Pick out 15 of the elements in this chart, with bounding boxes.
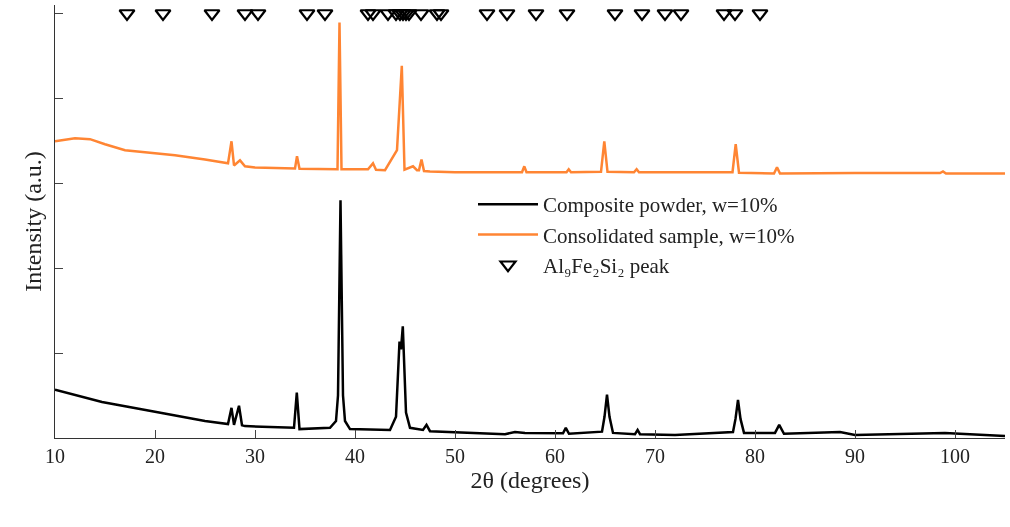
legend-label: Consolidated sample, w=10%: [543, 223, 795, 248]
x-tick-label: 30: [245, 445, 265, 467]
x-tick-label: 100: [940, 445, 970, 467]
x-tick-label: 10: [45, 445, 65, 467]
legend-label: Al₉Fe₂Si₂ peak: [543, 253, 670, 278]
x-tick-label: 20: [145, 445, 165, 467]
x-tick-label: 50: [445, 445, 465, 467]
y-axis-title: Intensity (a.u.): [20, 151, 47, 292]
x-tick-label: 90: [845, 445, 865, 467]
x-tick-label: 40: [345, 445, 365, 467]
legend-label: Composite powder, w=10%: [543, 193, 778, 218]
x-tick-label: 80: [745, 445, 765, 467]
x-tick-label: 70: [645, 445, 665, 467]
x-axis-title: 2θ (degrees): [470, 467, 590, 494]
x-tick-label: 60: [545, 445, 565, 467]
